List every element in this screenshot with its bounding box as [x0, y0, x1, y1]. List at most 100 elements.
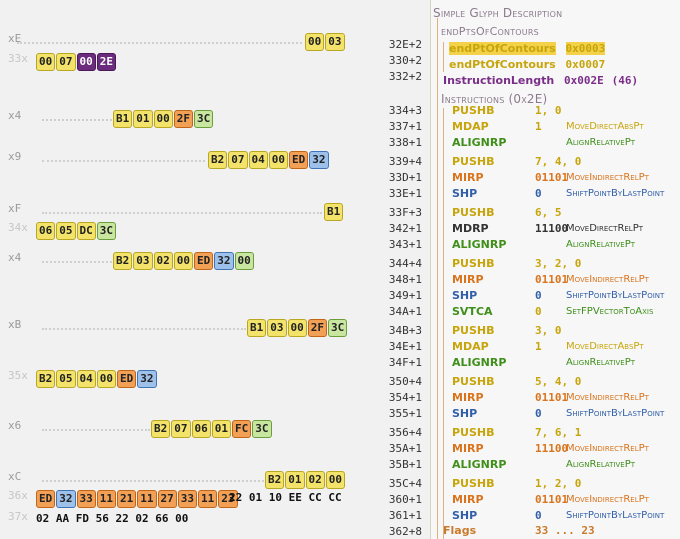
instruction-opcode[interactable]: SHP: [452, 509, 478, 522]
hex-byte[interactable]: 05: [56, 222, 76, 240]
instruction-opcode[interactable]: MDAP: [452, 120, 489, 133]
hex-byte[interactable]: 3C: [194, 110, 214, 128]
hex-byte[interactable]: 3C: [96, 222, 116, 240]
instruction-opcode[interactable]: PUSHB: [452, 426, 495, 439]
hex-byte[interactable]: B2: [265, 471, 285, 489]
hex-byte[interactable]: 03: [267, 319, 287, 337]
hex-byte[interactable]: 01: [133, 110, 153, 128]
hex-byte[interactable]: 23: [218, 490, 238, 508]
hex-byte[interactable]: 33: [76, 490, 96, 508]
hex-byte[interactable]: 27: [157, 490, 177, 508]
instruction-opcode[interactable]: MIRP: [452, 442, 484, 455]
hex-byte[interactable]: 06: [36, 222, 56, 240]
hex-byte[interactable]: 3C: [252, 420, 272, 438]
hex-byte[interactable]: 01: [285, 471, 305, 489]
hex-byte[interactable]: 3C: [328, 319, 348, 337]
hex-byte[interactable]: 32: [309, 151, 329, 169]
hex-byte[interactable]: 07: [228, 151, 248, 169]
hex-byte[interactable]: 32: [56, 490, 76, 508]
instruction-opcode[interactable]: PUSHB: [452, 324, 495, 337]
instruction-opcode[interactable]: MIRP: [452, 273, 484, 286]
byte-group[interactable]: B1: [324, 203, 344, 221]
instructions-header[interactable]: Instructions (0x2E): [441, 92, 548, 106]
hex-byte[interactable]: 33: [177, 490, 197, 508]
hex-bytes-plain[interactable]: 22 01 10 EE CC CC: [229, 491, 342, 504]
hex-byte[interactable]: 00: [234, 252, 254, 270]
byte-group[interactable]: B1 03 00 2F 3C: [247, 319, 348, 337]
hex-byte[interactable]: B2: [36, 370, 56, 388]
hex-byte[interactable]: 2E: [96, 53, 116, 71]
hex-byte[interactable]: 2F: [307, 319, 327, 337]
byte-group[interactable]: 00 03: [305, 33, 346, 51]
hex-byte[interactable]: 06: [191, 420, 211, 438]
instruction-opcode[interactable]: MIRP: [452, 171, 484, 184]
instruction-opcode[interactable]: SHP: [452, 289, 478, 302]
hex-byte[interactable]: 00: [305, 33, 325, 51]
hex-byte[interactable]: 00: [268, 151, 288, 169]
hex-byte[interactable]: 02: [153, 252, 173, 270]
hex-byte[interactable]: 07: [56, 53, 76, 71]
instruction-opcode[interactable]: PUSHB: [452, 206, 495, 219]
instruction-opcode[interactable]: MDRP: [452, 222, 489, 235]
hex-byte[interactable]: 11: [198, 490, 218, 508]
hex-byte[interactable]: 11: [137, 490, 157, 508]
hex-byte[interactable]: 05: [56, 370, 76, 388]
hex-byte[interactable]: 32: [137, 370, 157, 388]
hex-byte[interactable]: ED: [36, 490, 56, 508]
instruction-opcode[interactable]: SHP: [452, 407, 478, 420]
endpts-header[interactable]: endPtsOfContours: [441, 25, 539, 38]
instruction-opcode[interactable]: PUSHB: [452, 155, 495, 168]
instruction-opcode[interactable]: SHP: [452, 187, 478, 200]
hex-byte[interactable]: B1: [113, 110, 133, 128]
endpt-row[interactable]: endPtOfContours 0x0003: [449, 42, 606, 55]
hex-byte[interactable]: 00: [36, 53, 56, 71]
instruction-opcode[interactable]: SVTCA: [452, 305, 493, 318]
hex-byte[interactable]: B1: [324, 203, 344, 221]
instruction-opcode[interactable]: MIRP: [452, 391, 484, 404]
byte-group[interactable]: B2 05 04 00 ED 32: [36, 370, 158, 388]
hex-byte[interactable]: 04: [248, 151, 268, 169]
byte-group[interactable]: ED 32 33 11 21 11 27 33 11 23: [36, 490, 239, 508]
hex-byte[interactable]: 00: [287, 319, 307, 337]
hex-byte[interactable]: 21: [117, 490, 137, 508]
hex-bytes-plain[interactable]: 02 AA FD 56 22 02 66 00: [36, 512, 189, 525]
hex-byte[interactable]: 00: [173, 252, 193, 270]
hex-byte[interactable]: 11: [96, 490, 116, 508]
instruction-opcode[interactable]: MIRP: [452, 493, 484, 506]
hex-byte[interactable]: FC: [232, 420, 252, 438]
instruction-opcode[interactable]: ALIGNRP: [452, 136, 507, 149]
glyph-description-header[interactable]: Simple Glyph Description: [433, 6, 563, 20]
hex-byte[interactable]: DC: [76, 222, 96, 240]
hex-byte[interactable]: ED: [117, 370, 137, 388]
hex-byte[interactable]: B2: [208, 151, 228, 169]
instruction-opcode[interactable]: PUSHB: [452, 104, 495, 117]
instruction-length-row[interactable]: InstructionLength 0x002E (46): [443, 74, 638, 87]
byte-group[interactable]: B1 01 00 2F 3C: [113, 110, 214, 128]
byte-group[interactable]: B2 03 02 00 ED 32 00: [113, 252, 255, 270]
hex-byte[interactable]: 00: [76, 53, 96, 71]
hex-byte[interactable]: 2F: [173, 110, 193, 128]
hex-byte[interactable]: B2: [113, 252, 133, 270]
hex-byte[interactable]: ED: [194, 252, 214, 270]
hex-byte[interactable]: B2: [151, 420, 171, 438]
endpt-row[interactable]: endPtOfContours 0x0007: [449, 58, 605, 71]
instruction-opcode[interactable]: ALIGNRP: [452, 238, 507, 251]
instruction-opcode[interactable]: ALIGNRP: [452, 458, 507, 471]
byte-group[interactable]: 06 05 DC 3C: [36, 222, 117, 240]
byte-group[interactable]: B2 01 02 00: [265, 471, 346, 489]
hex-byte[interactable]: 04: [76, 370, 96, 388]
instruction-opcode[interactable]: ALIGNRP: [452, 356, 507, 369]
hex-byte[interactable]: 07: [171, 420, 191, 438]
byte-group[interactable]: B2 07 04 00 ED 32: [208, 151, 330, 169]
hex-byte[interactable]: 03: [133, 252, 153, 270]
hex-byte[interactable]: 00: [325, 471, 345, 489]
hex-byte[interactable]: 01: [211, 420, 231, 438]
flags-label[interactable]: Flags: [443, 524, 477, 537]
byte-group[interactable]: 00 07 00 2E: [36, 53, 117, 71]
hex-byte[interactable]: ED: [289, 151, 309, 169]
hex-byte[interactable]: 00: [96, 370, 116, 388]
instruction-opcode[interactable]: PUSHB: [452, 375, 495, 388]
hex-byte[interactable]: B1: [247, 319, 267, 337]
hex-byte[interactable]: 02: [305, 471, 325, 489]
instruction-opcode[interactable]: PUSHB: [452, 477, 495, 490]
